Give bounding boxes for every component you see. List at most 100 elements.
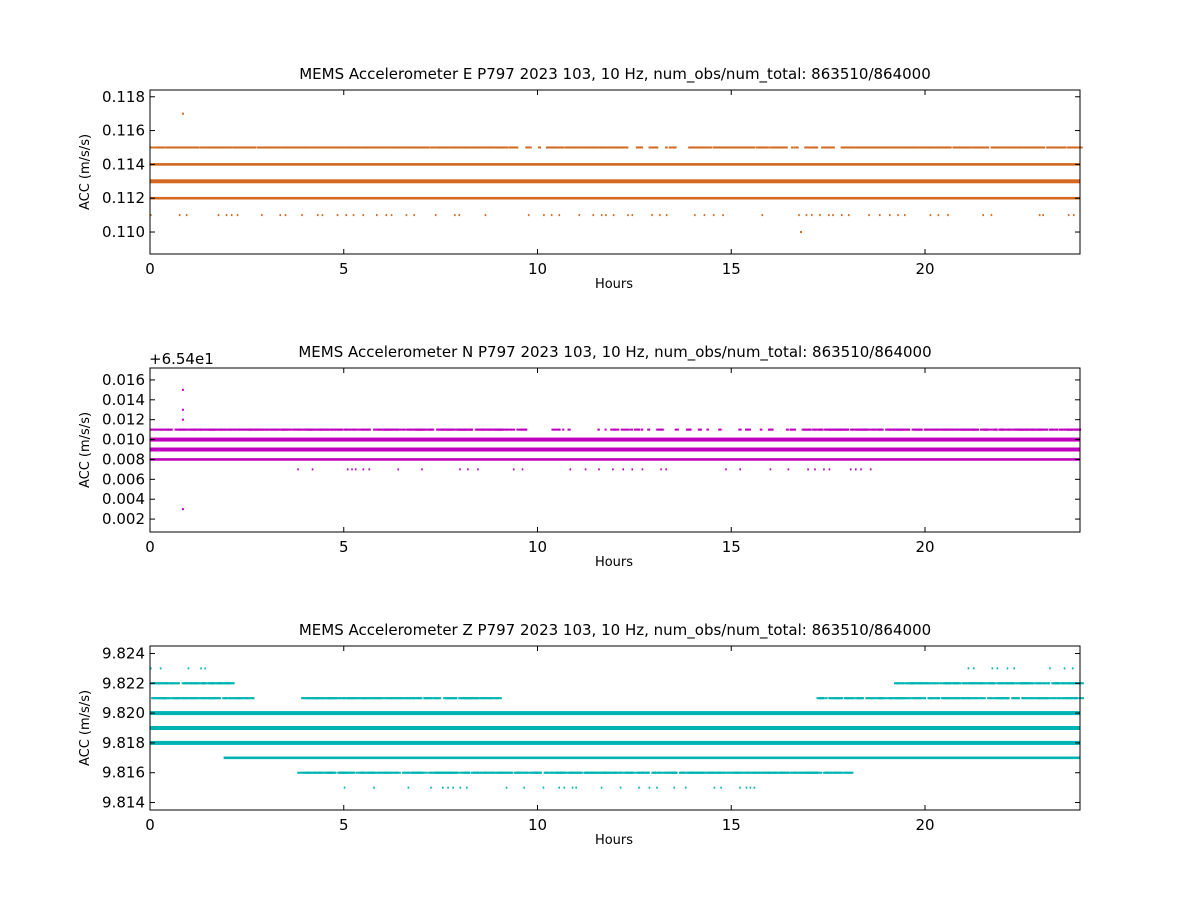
panel-e-band-0-pt-0-453 xyxy=(977,146,979,149)
panel-n-band-1-seg-0 xyxy=(150,437,1080,442)
panel-z-band-7-pt-0-271 xyxy=(735,771,738,774)
panel-z-band-7-pt-0-95 xyxy=(456,771,460,774)
panel-z-band-2-pt-0-48 xyxy=(227,697,231,700)
panel-n-band-0-pt-0-80 xyxy=(285,428,290,431)
panel-n-band-4-pt-0-25 xyxy=(769,468,772,471)
panel-n-band-0-pt-0-207 xyxy=(516,428,521,431)
panel-n-band-0-pt-0-412 xyxy=(1072,428,1075,431)
panel-z-band-1-pt-0-16 xyxy=(177,682,180,685)
panel-n-band-0-pt-0-306 xyxy=(899,428,902,431)
panel-z-band-8-pt-0-21 xyxy=(673,786,676,789)
panel-z-band-4-seg-0 xyxy=(150,726,1080,730)
panel-z-band-1-pt-1-34 xyxy=(948,682,951,685)
panel-e-band-0-pt-0-169 xyxy=(416,146,419,149)
panel-z-band-7-pt-0-119 xyxy=(493,771,498,774)
panel-e-x-tick-label-1: 5 xyxy=(339,260,349,278)
panel-z-band-2-pt-1-117 xyxy=(482,697,485,700)
panel-n-band-4-pt-0-3 xyxy=(351,468,353,471)
panel-e-band-0-pt-0-314 xyxy=(722,146,729,149)
panel-n-band-0-pt-0-38 xyxy=(212,428,216,431)
panel-z-band-2-pt-2-4 xyxy=(824,697,828,700)
panel-n-band-0-pt-0-243 xyxy=(785,428,789,431)
panel-e-band-0-pt-0-37 xyxy=(214,146,218,149)
panel-n-band-0-pt-0-117 xyxy=(353,428,356,431)
panel-z-band-7-pt-0-125 xyxy=(502,771,507,774)
panel-z-band-2-pt-1-62 xyxy=(391,697,398,700)
panel-z-band-7-pt-0-286 xyxy=(758,771,762,774)
panel-n-band-0-pt-0-278 xyxy=(849,428,854,431)
panel-z-band-1-pt-1-85 xyxy=(1027,682,1033,685)
panel-e-band-0-pt-0-347 xyxy=(772,146,775,149)
panel-n-band-0-pt-0-240 xyxy=(759,428,763,431)
panel-n-band-0-pt-0-6 xyxy=(159,428,163,431)
panel-z-band-2-pt-1-3 xyxy=(305,697,308,700)
panel-z-band-7-pt-0-263 xyxy=(724,771,727,774)
panel-e-band-0-pt-0-121 xyxy=(339,146,342,149)
panel-e-band-4-pt-0-65 xyxy=(1067,214,1070,217)
panel-z-band-8-pt-0-1 xyxy=(373,786,375,789)
panel-z-band-7-pt-0-235 xyxy=(682,771,689,774)
panel-e-band-4-pt-0-46 xyxy=(805,214,808,217)
panel-z-band-0-pt-1-7 xyxy=(1063,667,1066,670)
panel-z-band-2-pt-2-14 xyxy=(841,697,844,700)
panel-z-band-0-pt-0-4 xyxy=(204,667,207,670)
panel-n-band-0-pt-0-219 xyxy=(613,428,620,431)
panel-e-band-4-pt-0-18 xyxy=(385,214,388,217)
panel-n-band-4-pt-0-4 xyxy=(354,468,357,471)
panel-n-band-0-pt-0-327 xyxy=(940,428,946,431)
panel-e-band-0-pt-0-135 xyxy=(365,146,368,149)
panel-n-band-4-pt-0-14 xyxy=(569,468,572,471)
panel-z-band-2-pt-2-82 xyxy=(954,697,957,700)
panel-z-x-tick-label-1: 5 xyxy=(339,816,349,834)
panel-e-band-0-pt-0-242 xyxy=(560,146,563,149)
panel-e-band-0-pt-0-152 xyxy=(388,146,391,149)
panel-z-points xyxy=(150,667,1085,789)
panel-n-band-0-pt-0-159 xyxy=(429,428,432,431)
panel-z-band-1-pt-1-55 xyxy=(980,682,983,685)
panel-n-band-0-pt-0-206 xyxy=(511,428,516,431)
panel-n-band-0-pt-0-227 xyxy=(647,428,651,431)
panel-z-band-7-pt-0-3 xyxy=(302,771,307,774)
panel-z-band-2-pt-1-65 xyxy=(398,697,401,700)
panel-e-band-0-pt-0-174 xyxy=(423,146,426,149)
panel-e-band-4-pt-0-63 xyxy=(1038,214,1041,217)
panel-z-band-7-pt-0-289 xyxy=(762,771,765,774)
panel-n-band-0-pt-0-387 xyxy=(1033,428,1036,431)
panel-e-band-4-pt-0-41 xyxy=(703,214,706,217)
panel-n-band-3-seg-0 xyxy=(150,458,1080,461)
panel-z-y-ticks: 9.814 9.816 9.818 9.820 9.822 9.824 xyxy=(102,644,1080,812)
panel-z-band-2-pt-1-79 xyxy=(419,697,423,700)
panel-z-band-7-pt-0-150 xyxy=(551,771,554,774)
panel-z-band-7-pt-0-135 xyxy=(524,771,527,774)
panel-n-band-0-pt-0-84 xyxy=(295,428,297,431)
panel-n-band-4-pt-0-31 xyxy=(849,468,852,471)
panel-e-band-0-pt-0-189 xyxy=(453,146,457,149)
panel-z-band-7-pt-0-36 xyxy=(355,771,362,774)
panel-z-band-2-pt-1-55 xyxy=(379,697,383,700)
panel-z-x-axis-label: Hours xyxy=(595,833,633,848)
panel-e-band-4-pt-0-0 xyxy=(150,214,152,217)
panel-n-band-0-pt-0-119 xyxy=(356,428,361,431)
panel-z-band-7-pt-0-137 xyxy=(526,771,532,774)
panel-z-band-7-pt-0-14 xyxy=(318,771,323,774)
panel-z-band-8-pt-0-5 xyxy=(447,786,449,789)
panel-z-band-7-pt-0-309 xyxy=(792,771,795,774)
panel-z-band-2-pt-1-86 xyxy=(433,697,438,700)
panel-n-band-0-pt-0-405 xyxy=(1061,428,1066,431)
panel-z-axes-frame xyxy=(149,645,1081,811)
panel-n-band-4-pt-0-27 xyxy=(807,468,809,471)
panel-z-band-0-pt-0-2 xyxy=(187,667,190,670)
panel-n-outlier-1 xyxy=(181,408,184,411)
panel-n-band-0-pt-0-264 xyxy=(830,428,833,431)
panel-z-band-1-pt-1-88 xyxy=(1033,682,1036,685)
panel-z-band-7-pt-0-247 xyxy=(703,771,706,774)
panel-e-band-0-pt-0-367 xyxy=(828,146,835,149)
panel-z-band-2-pt-1-11 xyxy=(316,697,319,700)
panel-e-band-0-pt-0-47 xyxy=(229,146,232,149)
panel-e-band-4-pt-0-64 xyxy=(1042,214,1044,217)
panel-e-band-0-pt-0-509 xyxy=(1071,146,1074,149)
panel-z-band-2-pt-2-59 xyxy=(912,697,914,700)
panel-n-band-0-pt-0-2 xyxy=(152,428,157,431)
panel-z-band-2-pt-1-29 xyxy=(342,697,349,700)
panel-z-band-1-pt-0-19 xyxy=(184,682,188,685)
